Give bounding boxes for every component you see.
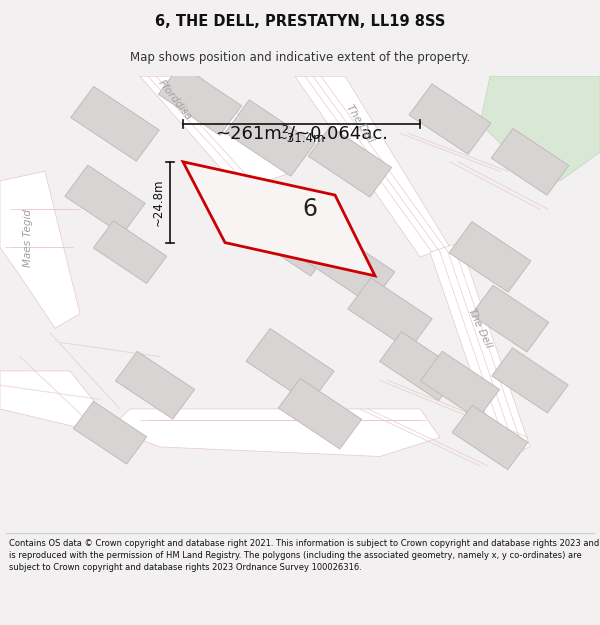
Polygon shape [73,401,146,464]
Polygon shape [430,242,530,456]
Text: 6: 6 [302,198,317,221]
Polygon shape [409,84,491,154]
Polygon shape [0,171,80,328]
Polygon shape [94,221,167,284]
Polygon shape [110,409,440,456]
Polygon shape [71,86,159,161]
Polygon shape [421,351,500,419]
Text: 6, THE DELL, PRESTATYN, LL19 8SS: 6, THE DELL, PRESTATYN, LL19 8SS [155,14,445,29]
Polygon shape [158,65,242,135]
Polygon shape [308,126,392,197]
Polygon shape [225,100,315,176]
Polygon shape [0,371,100,428]
Polygon shape [452,405,528,469]
Polygon shape [380,332,460,401]
Text: Contains OS data © Crown copyright and database right 2021. This information is : Contains OS data © Crown copyright and d… [9,539,599,572]
Polygon shape [480,76,600,181]
Polygon shape [115,351,194,419]
Polygon shape [183,162,375,276]
Text: The Dell: The Dell [466,307,494,349]
Text: ~261m²/~0.064ac.: ~261m²/~0.064ac. [215,124,388,142]
Polygon shape [471,285,549,352]
Text: The Dell: The Dell [344,103,376,144]
Polygon shape [348,278,432,350]
Polygon shape [449,222,531,292]
Polygon shape [65,165,145,234]
Text: Map shows position and indicative extent of the property.: Map shows position and indicative extent… [130,51,470,64]
Polygon shape [305,228,395,304]
Text: ~24.8m: ~24.8m [151,179,164,226]
Polygon shape [295,76,450,257]
Text: Fforddisa: Fforddisa [156,78,194,122]
Polygon shape [245,199,335,276]
Polygon shape [491,129,569,195]
Polygon shape [278,379,362,449]
Text: ~31.4m: ~31.4m [278,132,325,146]
Polygon shape [492,348,568,413]
Polygon shape [246,329,334,404]
Polygon shape [140,76,295,190]
Text: Maes Tegid: Maes Tegid [23,209,33,267]
